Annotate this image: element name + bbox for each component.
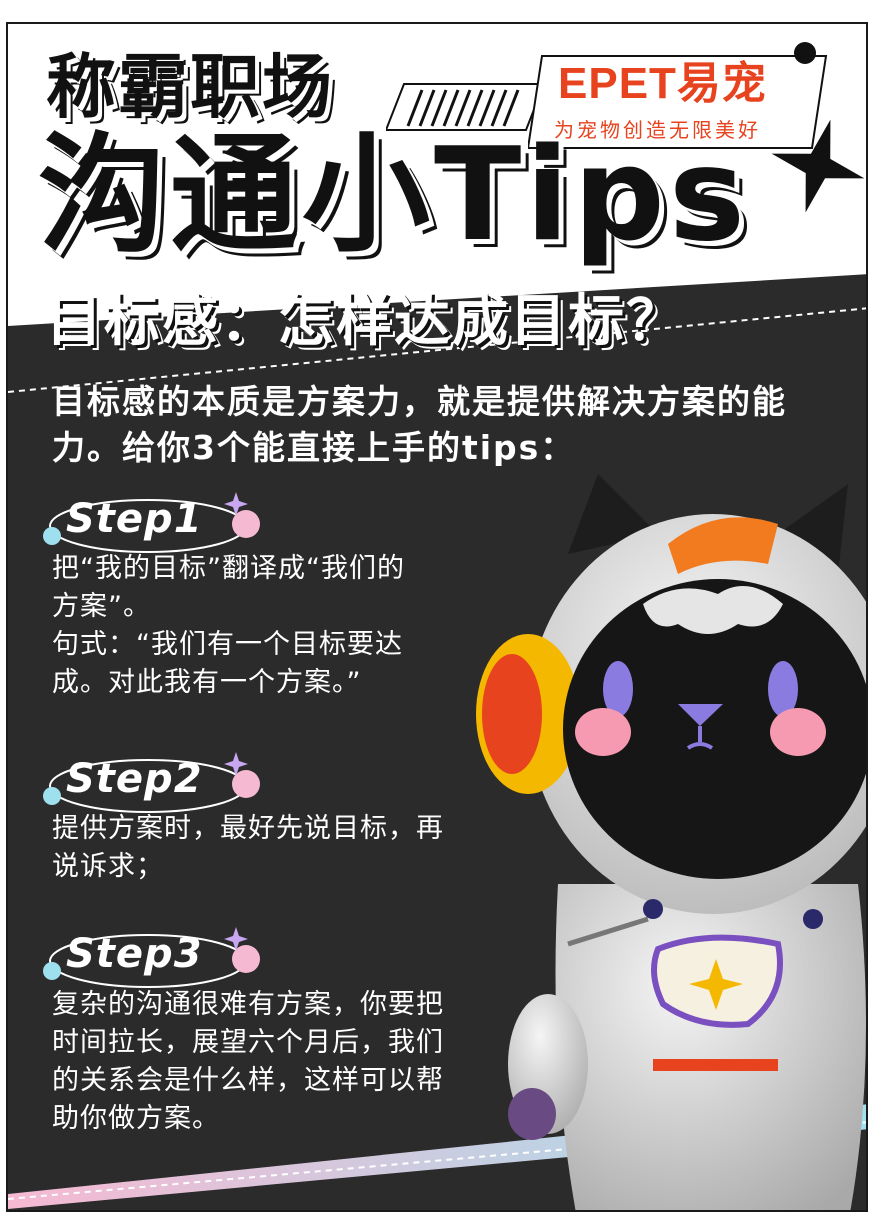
orbit-decoration — [43, 492, 260, 553]
subtitle: 目标感：怎样达成目标？ — [46, 289, 684, 354]
step1-text: 把“我的目标”翻译成“我们的 方案”。 句式：“我们有一个目标要达 成。对此我有… — [52, 550, 522, 702]
step1-line: 方案”。 — [52, 591, 151, 622]
step3-line: 复杂的沟通很难有方案，你要把 — [52, 989, 444, 1020]
stripe-decoration — [386, 83, 546, 131]
brand-box: EPET易宠 为宠物创造无限美好 — [528, 54, 828, 150]
dot-decoration — [794, 42, 816, 64]
step1-line: 成。对此我有一个方案。” — [52, 667, 362, 698]
step3-text: 复杂的沟通很难有方案，你要把 时间拉长，展望六个月后，我们 的关系会是什么样，这… — [52, 986, 522, 1138]
brand-slogan: 为宠物创造无限美好 — [554, 118, 761, 142]
step3-line: 的关系会是什么样，这样可以帮 — [52, 1065, 444, 1096]
step2-text: 提供方案时，最好先说目标，再 说诉求； — [52, 810, 522, 886]
orbit-decoration — [43, 752, 260, 813]
step1-line: 把“我的目标”翻译成“我们的 — [52, 553, 405, 584]
step3-label: Step3 — [66, 931, 203, 977]
step2-line: 提供方案时，最好先说目标，再 — [52, 813, 444, 844]
brand-frame — [528, 55, 828, 149]
step2-line: 说诉求； — [52, 851, 164, 882]
step1-badge: Step1 — [38, 484, 268, 564]
step3-line: 时间拉长，展望六个月后，我们 — [52, 1027, 444, 1058]
brand-logo: EPET易宠 — [558, 59, 767, 108]
star-icon — [771, 119, 865, 213]
title-line2: 沟通小Tips — [38, 121, 750, 270]
title-line1: 称霸职场 — [46, 46, 334, 128]
orbit-decoration — [43, 927, 260, 988]
intro-text: 目标感的本质是方案力，就是提供解决方案的能力。给你3个能直接上手的tips： — [52, 382, 787, 467]
step3-line: 助你做方案。 — [52, 1103, 220, 1134]
step3-badge: Step3 — [38, 919, 268, 999]
astronaut-cat-mascot — [476, 474, 866, 1210]
step1-label: Step1 — [66, 496, 203, 542]
poster: 称霸职场 EPET易宠 为宠物创造无限美好 沟通小Tips — [6, 22, 868, 1212]
step1-line: 句式：“我们有一个目标要达 — [52, 629, 403, 660]
step2-label: Step2 — [66, 756, 203, 802]
step2-badge: Step2 — [38, 744, 268, 824]
